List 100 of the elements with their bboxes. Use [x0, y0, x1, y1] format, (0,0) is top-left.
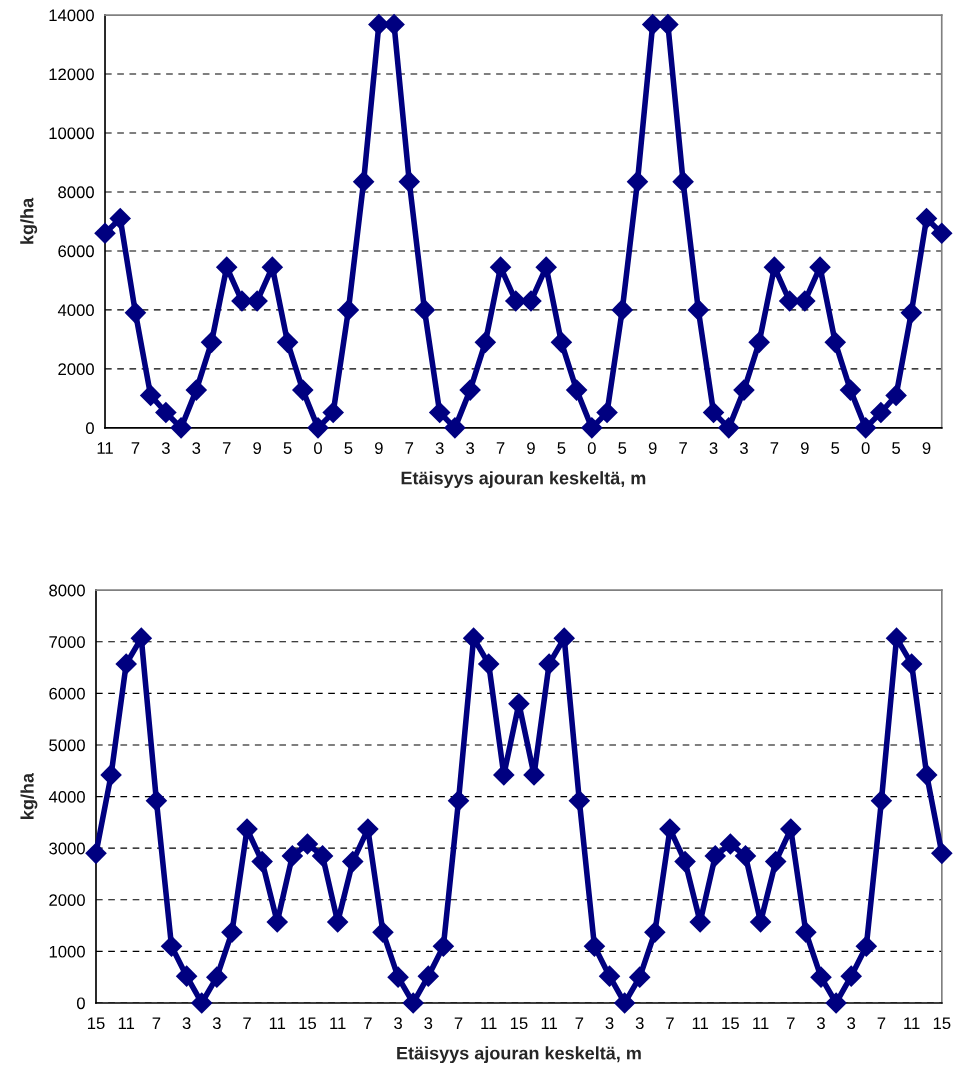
point — [885, 627, 908, 649]
x-tick-label: 7 — [243, 1017, 251, 1029]
point — [931, 842, 953, 865]
x-tick-label: 11 — [118, 1017, 135, 1029]
point — [657, 13, 679, 36]
point — [628, 966, 651, 988]
x-tick-label: 7 — [877, 1017, 886, 1029]
y-tick-label: 6000 — [58, 245, 94, 258]
x-tick-label: 11 — [541, 1017, 557, 1029]
point — [372, 921, 394, 944]
point — [717, 417, 740, 439]
point — [215, 256, 238, 278]
x-tick-label: 9 — [527, 442, 535, 454]
point — [779, 818, 802, 840]
point — [870, 401, 892, 424]
x-tick-label: 11 — [269, 1017, 286, 1029]
x-tick-label: 15 — [933, 1017, 951, 1030]
x-tick-label: 3 — [847, 1017, 856, 1030]
x-tick-label: 3 — [635, 1017, 644, 1030]
x-tick-label: 5 — [344, 442, 353, 454]
point — [124, 302, 147, 324]
point — [598, 965, 621, 987]
x-tick-label: 7 — [575, 1017, 584, 1029]
point — [795, 921, 817, 944]
point — [100, 764, 122, 786]
point — [687, 299, 710, 321]
point — [447, 789, 470, 812]
point — [809, 256, 831, 278]
x-tick-label: 11 — [481, 1017, 497, 1029]
point — [900, 653, 923, 675]
x-tick-label: 3 — [161, 442, 170, 454]
x-tick-label: 11 — [97, 442, 113, 454]
point — [550, 331, 573, 354]
point — [644, 921, 666, 944]
y-tick-label: 8000 — [49, 584, 85, 597]
point — [915, 207, 938, 230]
x-axis-title: Etäisyys ajouran keskeltä, m — [397, 1046, 641, 1064]
point — [432, 935, 455, 958]
point — [236, 818, 258, 840]
x-tick-label: 9 — [375, 442, 383, 454]
point — [85, 842, 107, 865]
point — [175, 965, 198, 987]
point — [357, 818, 379, 840]
x-tick-label: 3 — [817, 1017, 825, 1030]
point — [462, 627, 485, 649]
point — [870, 789, 893, 812]
point — [444, 417, 466, 439]
x-tick-label: 5 — [283, 442, 292, 454]
point — [322, 401, 345, 424]
point — [764, 850, 787, 873]
x-tick-label: 7 — [454, 1017, 463, 1029]
point — [613, 992, 636, 1014]
point — [794, 290, 816, 312]
x-tick-label: 5 — [892, 442, 901, 454]
x-tick-label: 3 — [739, 442, 748, 454]
point — [520, 290, 542, 312]
point — [674, 850, 696, 873]
x-tick-label: 7 — [770, 442, 779, 454]
x-tick-label: 0 — [587, 442, 596, 454]
point — [428, 401, 451, 424]
point — [477, 653, 500, 675]
x-tick-label: 7 — [131, 442, 140, 454]
point — [611, 299, 634, 321]
x-tick-label: 0 — [861, 442, 870, 454]
point — [583, 935, 606, 958]
x-tick-label: 5 — [618, 442, 627, 454]
point — [581, 417, 603, 439]
point — [523, 764, 545, 786]
point — [810, 966, 832, 988]
y-axis-title: kg/ha — [20, 197, 38, 244]
point — [296, 833, 319, 855]
y-tick-label: 2000 — [58, 363, 94, 376]
point — [206, 966, 228, 988]
x-axis-title: Etäisyys ajouran keskeltä, m — [401, 471, 646, 488]
y-tick-label: 14000 — [49, 9, 94, 22]
x-tick-label: 11 — [753, 1017, 769, 1029]
x-tick-label: 9 — [648, 442, 657, 454]
point — [659, 818, 681, 840]
point — [398, 170, 421, 193]
point — [276, 331, 299, 354]
point — [337, 299, 360, 321]
point — [825, 992, 847, 1014]
y-tick-label: 6000 — [49, 687, 85, 700]
x-tick-label: 3 — [605, 1017, 614, 1030]
y-tick-label: 4000 — [57, 304, 94, 317]
x-tick-label: 15 — [88, 1017, 105, 1030]
x-tick-label: 3 — [709, 442, 718, 454]
x-tick-label: 7 — [405, 442, 414, 454]
y-tick-label: 7000 — [49, 636, 85, 648]
point — [115, 653, 138, 675]
point — [535, 256, 557, 278]
x-tick-label: 7 — [666, 1017, 674, 1029]
x-tick-label: 11 — [692, 1017, 709, 1029]
x-tick-label: 3 — [192, 442, 201, 454]
point — [885, 384, 907, 407]
x-tick-label: 7 — [679, 442, 687, 454]
x-tick-label: 7 — [787, 1017, 795, 1029]
x-tick-label: 7 — [152, 1017, 161, 1029]
point — [200, 331, 223, 354]
y-tick-label: 0 — [76, 997, 85, 1010]
